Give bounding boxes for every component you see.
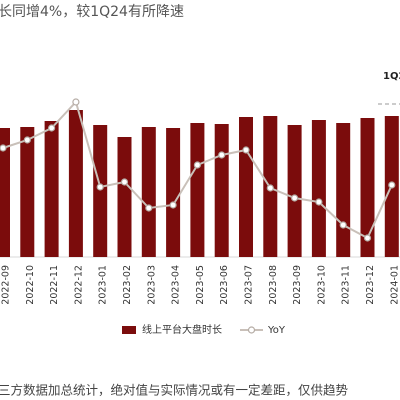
- x-tick-label: 2023-07: [244, 265, 255, 305]
- bar: [20, 127, 35, 257]
- bar: [214, 124, 229, 257]
- line-marker: [266, 184, 274, 192]
- line-marker: [145, 204, 153, 212]
- legend-label: 线上平台大盘时长: [142, 323, 222, 336]
- bar: [311, 120, 326, 257]
- line-marker: [120, 178, 129, 186]
- line-marker: [23, 136, 31, 144]
- line-marker: [72, 98, 80, 106]
- x-tick-label: 2023-03: [146, 265, 157, 305]
- legend-swatch: [122, 326, 136, 334]
- bar: [239, 117, 253, 257]
- line-marker: [291, 194, 299, 202]
- x-tick-label: 2022-10: [25, 265, 36, 305]
- legend-marker: [247, 326, 256, 334]
- bar: [336, 123, 351, 257]
- x-tick-label: 2023-11: [341, 265, 352, 305]
- line-marker: [47, 124, 56, 132]
- x-tick-label: 2022-12: [73, 265, 84, 305]
- x-tick-label: 2023-08: [268, 265, 279, 305]
- x-tick-label: 2023-01: [98, 265, 109, 305]
- chart-title: 长同增4%，较1Q24有所降速: [0, 4, 184, 20]
- bar: [360, 118, 375, 257]
- line-marker: [169, 201, 177, 209]
- bar: [93, 125, 108, 257]
- bar: [0, 128, 10, 257]
- x-tick-label: 2023-12: [365, 265, 376, 305]
- legend: 线上平台大盘时长 YoY: [122, 323, 286, 336]
- line-marker: [388, 181, 396, 189]
- legend-label: YoY: [267, 325, 286, 336]
- x-tick-label: 2023-06: [219, 265, 230, 305]
- footnote: 三方数据加总统计，绝对值与实际情况或有一定差距，仅供趋势: [0, 383, 349, 398]
- bar: [166, 128, 181, 257]
- line-marker: [242, 146, 250, 154]
- x-tick-label: 2022-11: [49, 265, 60, 305]
- line-marker: [363, 234, 372, 242]
- bar: [141, 127, 156, 257]
- line-marker: [315, 198, 323, 206]
- x-tick-label: 2022-09: [1, 265, 12, 305]
- plot-area: 2022-09 2022-10 2022-11 2022-12 2023-01 2023-…: [0, 98, 400, 305]
- x-tick-label: 2023-02: [122, 265, 133, 305]
- line-marker: [0, 144, 7, 152]
- bar: [117, 137, 132, 257]
- x-tick-label: 2023-04: [171, 265, 182, 305]
- line-marker: [218, 151, 226, 159]
- x-tick-label: 2023-10: [316, 265, 327, 305]
- bar: [68, 110, 83, 257]
- x-tick-label: 2023-05: [195, 265, 206, 305]
- x-tick-label: 2023-09: [292, 265, 303, 305]
- annotation: 1Q2: [383, 71, 400, 82]
- x-tick-label: 2024-01: [389, 265, 400, 305]
- line-marker: [339, 221, 347, 229]
- line-marker: [193, 161, 201, 169]
- bar: [287, 125, 302, 257]
- bar: [190, 123, 205, 257]
- line-marker: [96, 183, 104, 191]
- bar: [44, 121, 59, 257]
